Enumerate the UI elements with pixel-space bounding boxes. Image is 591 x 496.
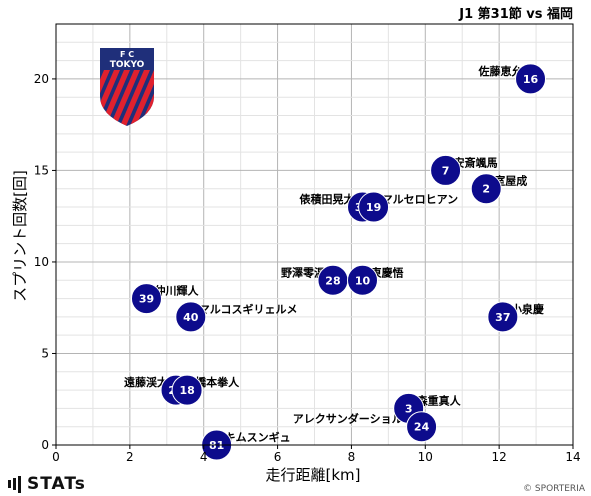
player-number: 16 bbox=[523, 73, 539, 86]
emblem-stripes bbox=[100, 70, 200, 126]
player-name-label: 安斎颯馬 bbox=[454, 155, 498, 169]
player-number: 28 bbox=[325, 274, 340, 287]
player-marker bbox=[358, 191, 390, 223]
player-name-label: 遠藤渓太 bbox=[124, 375, 169, 389]
x-tick-label: 8 bbox=[348, 450, 356, 464]
emblem-stripe bbox=[100, 70, 130, 126]
player-number: 37 bbox=[495, 311, 510, 324]
y-tick-label: 0 bbox=[41, 438, 49, 452]
y-tick-label: 20 bbox=[34, 72, 49, 86]
player-number: 7 bbox=[442, 164, 450, 177]
player-name-label: キムスンギュ bbox=[225, 430, 291, 444]
y-tick-label: 10 bbox=[34, 255, 49, 269]
chart-title: J1 第31節 vs 福岡 bbox=[458, 6, 573, 22]
emblem-stripe bbox=[120, 70, 150, 126]
emblem-text-top: F C bbox=[120, 50, 134, 59]
player-name-label: 森重真人 bbox=[417, 393, 462, 407]
player-name-label: 野澤零温 bbox=[281, 265, 325, 279]
y-axis-label: スプリント回数[回] bbox=[11, 170, 29, 302]
player-marker bbox=[347, 264, 379, 296]
emblem-stripe bbox=[100, 70, 110, 126]
player-name-label: 小泉慶 bbox=[510, 302, 544, 316]
x-tick-label: 6 bbox=[274, 450, 282, 464]
stats-brand-text: STATs bbox=[27, 474, 86, 494]
player-number: 19 bbox=[366, 201, 381, 214]
player-name-label: 佐藤恵允 bbox=[478, 64, 523, 78]
x-axis-label: 走行距離[km] bbox=[265, 466, 360, 484]
player-marker bbox=[175, 301, 207, 333]
player-name-label: マルセロヒアン bbox=[382, 193, 459, 206]
player-name-label: 室屋成 bbox=[494, 174, 527, 188]
player-marker bbox=[487, 301, 519, 333]
player-name-label: 俵積田晃太 bbox=[300, 192, 356, 206]
y-tick-label: 5 bbox=[41, 346, 49, 360]
player-marker bbox=[130, 283, 162, 315]
player-number: 3 bbox=[405, 402, 413, 415]
emblem-stripe bbox=[150, 70, 154, 126]
player-number: 2 bbox=[482, 183, 490, 196]
emblem-stripe bbox=[170, 70, 200, 126]
player-name-label: 仲川輝人 bbox=[154, 284, 199, 298]
player-number: 40 bbox=[183, 311, 199, 324]
plot-frame bbox=[55, 23, 574, 446]
player-number: 24 bbox=[414, 421, 430, 434]
player-name-label: アレクサンダーショルツ bbox=[293, 412, 414, 426]
stats-logo: STATs bbox=[8, 474, 86, 494]
player-marker bbox=[430, 154, 462, 186]
copyright-text: © SPORTERIA bbox=[523, 484, 585, 494]
player-name-label: 東慶悟 bbox=[371, 265, 404, 279]
player-number: 39 bbox=[139, 293, 154, 306]
emblem-stripe bbox=[110, 70, 140, 126]
y-tick-label: 15 bbox=[34, 163, 49, 177]
player-marker bbox=[515, 63, 547, 95]
x-tick-label: 10 bbox=[418, 450, 433, 464]
player-marker bbox=[470, 173, 502, 205]
player-markers: 167233192810394037221832481 bbox=[130, 63, 547, 461]
x-tick-label: 12 bbox=[492, 450, 507, 464]
player-marker bbox=[171, 374, 203, 406]
emblem-stripe bbox=[100, 70, 120, 126]
x-tick-label: 14 bbox=[565, 450, 580, 464]
player-name-label: マルコスギリェルメ bbox=[199, 302, 298, 316]
emblem-text-mid: TOKYO bbox=[110, 60, 145, 70]
player-number: 18 bbox=[179, 384, 194, 397]
emblem-stripe bbox=[130, 70, 154, 126]
player-number: 10 bbox=[355, 274, 371, 287]
x-tick-label: 4 bbox=[200, 450, 208, 464]
emblem-stripe bbox=[140, 70, 154, 126]
player-marker bbox=[406, 411, 438, 443]
emblem-band bbox=[100, 48, 154, 69]
x-tick-label: 2 bbox=[126, 450, 134, 464]
player-name-label: 橋本拳人 bbox=[195, 375, 240, 389]
emblem-stripe bbox=[160, 70, 190, 126]
x-tick-label: 0 bbox=[52, 450, 60, 464]
